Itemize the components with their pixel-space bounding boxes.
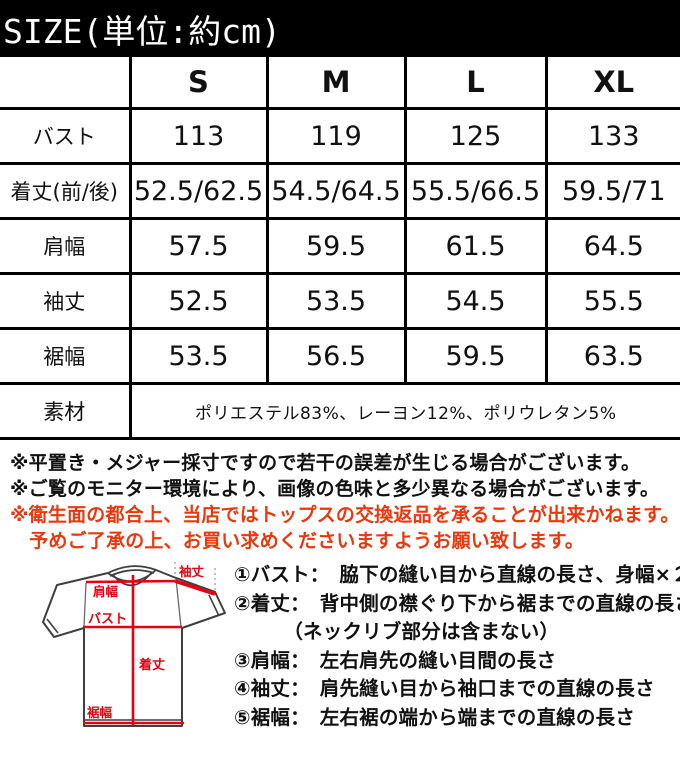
cell-bust-l: 125 bbox=[403, 107, 548, 165]
sleeve-seams bbox=[83, 578, 182, 628]
cell-hem-xl: 63.5 bbox=[544, 327, 680, 385]
tshirt-measurement-diagram: 肩幅 バスト 着丈 裾幅 袖丈 bbox=[42, 562, 226, 727]
cell-hem-m: 56.5 bbox=[265, 327, 407, 385]
diagram-label-bust: バスト bbox=[88, 612, 127, 627]
cell-length-m: 54.5/64.5 bbox=[265, 162, 407, 220]
cell-length-l: 55.5/66.5 bbox=[403, 162, 548, 220]
row-label-material: 素材 bbox=[0, 382, 132, 440]
note-measurement: ※平置き・メジャー採寸ですので若干の誤差が生じる場合がございます。 bbox=[10, 452, 641, 474]
cell-shoulder-s: 57.5 bbox=[128, 217, 269, 275]
note-please-agree: 予めご了承の上、お買い求めくださいますようお願い致します。 bbox=[10, 530, 585, 552]
size-table: S M L XL バスト 113 119 125 133 着丈(前/後) 52.… bbox=[0, 57, 680, 440]
col-header-m: M bbox=[265, 57, 407, 110]
cell-bust-s: 113 bbox=[128, 107, 269, 165]
disclaimer-notes: ※平置き・メジャー採寸ですので若干の誤差が生じる場合がございます。 ※ご覧のモニ… bbox=[0, 440, 680, 554]
row-label-bust: バスト bbox=[0, 107, 132, 165]
cell-sleeve-l: 54.5 bbox=[403, 272, 548, 330]
definition-length-note: （ネックリブ部分は含まない） bbox=[234, 620, 560, 643]
col-header-xl: XL bbox=[544, 57, 680, 110]
definition-length: ②着丈： 背中側の襟ぐり下から裾までの直線の長さ bbox=[234, 591, 680, 615]
diagram-label-sleeve: 袖丈 bbox=[179, 564, 205, 579]
measurement-guide-section: 肩幅 バスト 着丈 裾幅 袖丈 ①バスト： 脇下の縫い目から直線の長さ、身幅×２… bbox=[0, 558, 680, 754]
cell-shoulder-xl: 64.5 bbox=[544, 217, 680, 275]
row-label-hem: 裾幅 bbox=[0, 327, 132, 385]
sleeve-length-line bbox=[174, 579, 216, 596]
cuff-bands bbox=[46, 594, 220, 634]
table-row-sleeve: 袖丈 52.5 53.5 54.5 55.5 bbox=[0, 272, 680, 330]
cell-length-s: 52.5/62.5 bbox=[128, 162, 269, 220]
col-header-s: S bbox=[128, 57, 269, 110]
cell-shoulder-l: 61.5 bbox=[403, 217, 548, 275]
table-row-shoulder: 肩幅 57.5 59.5 61.5 64.5 bbox=[0, 217, 680, 275]
diagram-label-body-length: 着丈 bbox=[138, 657, 165, 673]
table-header-row: S M L XL bbox=[0, 57, 680, 110]
cell-bust-xl: 133 bbox=[544, 107, 680, 165]
cell-bust-m: 119 bbox=[265, 107, 407, 165]
cell-material-value: ポリエステル83%、レーヨン12%、ポリウレタン5% bbox=[128, 382, 680, 440]
measurement-definitions: ①バスト： 脇下の縫い目から直線の長さ、身幅×２ ②着丈： 背中側の襟ぐり下から… bbox=[234, 561, 680, 732]
cell-hem-l: 59.5 bbox=[403, 327, 548, 385]
cell-shoulder-m: 59.5 bbox=[265, 217, 407, 275]
row-label-shoulder: 肩幅 bbox=[0, 217, 132, 275]
cell-length-xl: 59.5/71 bbox=[544, 162, 680, 220]
table-row-bust: バスト 113 119 125 133 bbox=[0, 107, 680, 165]
size-chart-title-bar: SIZE(単位:約cm) bbox=[0, 0, 680, 57]
definition-sleeve: ④袖丈： 肩先縫い目から袖口までの直線の長さ bbox=[234, 677, 655, 700]
diagram-label-hem: 裾幅 bbox=[87, 705, 113, 720]
corner-cell bbox=[0, 57, 132, 110]
page-title: SIZE(単位:約cm) bbox=[3, 11, 281, 51]
table-row-material: 素材 ポリエステル83%、レーヨン12%、ポリウレタン5% bbox=[0, 382, 680, 440]
definition-shoulder: ③肩幅： 左右肩先の縫い目間の長さ bbox=[234, 648, 557, 672]
collar-outline bbox=[107, 565, 157, 587]
row-label-length: 着丈(前/後) bbox=[0, 162, 132, 220]
shoulder-width-line bbox=[85, 579, 176, 584]
cell-sleeve-s: 52.5 bbox=[128, 272, 269, 330]
row-label-sleeve: 袖丈 bbox=[0, 272, 132, 330]
diagram-label-shoulder: 肩幅 bbox=[93, 584, 119, 599]
cell-sleeve-m: 53.5 bbox=[265, 272, 407, 330]
definition-bust: ①バスト： 脇下の縫い目から直線の長さ、身幅×２ bbox=[234, 563, 680, 586]
table-row-length: 着丈(前/後) 52.5/62.5 54.5/64.5 55.5/66.5 59… bbox=[0, 162, 680, 220]
note-no-return: ※衛生面の都合上、当店ではトップスの交換返品を承ることが出来かねます。 bbox=[10, 504, 680, 526]
cell-hem-s: 53.5 bbox=[128, 327, 269, 385]
definition-hem: ⑤裾幅： 左右裾の端から端までの直線の長さ bbox=[234, 705, 635, 729]
col-header-l: L bbox=[403, 57, 548, 110]
note-monitor: ※ご覧のモニター環境により、画像の色味と多少異なる場合がございます。 bbox=[10, 478, 660, 500]
table-row-hem: 裾幅 53.5 56.5 59.5 63.5 bbox=[0, 327, 680, 385]
cell-sleeve-xl: 55.5 bbox=[544, 272, 680, 330]
